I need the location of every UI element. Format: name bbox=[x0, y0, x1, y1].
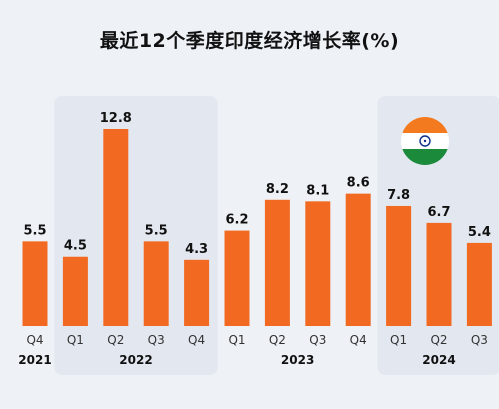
value-label-3: 5.5 bbox=[145, 223, 168, 238]
x-tick-label-4: Q4 bbox=[188, 333, 205, 347]
x-tick-label-11: Q3 bbox=[471, 333, 488, 347]
year-label-2023: 2023 bbox=[281, 353, 314, 367]
value-label-8: 8.6 bbox=[347, 176, 370, 191]
value-label-7: 8.1 bbox=[306, 183, 329, 198]
year-highlight-2022 bbox=[54, 96, 218, 375]
year-label-2022: 2022 bbox=[119, 353, 152, 367]
bar-4 bbox=[184, 259, 210, 326]
value-label-5: 6.2 bbox=[225, 213, 248, 228]
chart-title: 最近12个季度印度经济增长率(%) bbox=[99, 30, 400, 52]
x-tick-label-2: Q2 bbox=[107, 333, 124, 347]
value-label-0: 5.5 bbox=[23, 223, 46, 238]
x-tick-label-3: Q3 bbox=[148, 333, 165, 347]
bar-1 bbox=[62, 256, 88, 326]
value-label-4: 4.3 bbox=[185, 242, 208, 257]
bar-10 bbox=[426, 222, 452, 326]
x-tick-label-1: Q1 bbox=[67, 333, 84, 347]
bar-6 bbox=[264, 199, 290, 326]
value-label-1: 4.5 bbox=[64, 239, 87, 254]
bar-9 bbox=[386, 205, 412, 326]
bar-7 bbox=[305, 201, 331, 326]
bar-0 bbox=[22, 241, 48, 326]
year-label-2021: 2021 bbox=[18, 353, 51, 367]
value-label-9: 7.8 bbox=[387, 188, 410, 203]
india-flag-icon bbox=[401, 117, 449, 165]
x-tick-label-7: Q3 bbox=[309, 333, 326, 347]
bar-5 bbox=[224, 230, 250, 326]
x-tick-label-10: Q2 bbox=[430, 333, 447, 347]
x-tick-label-5: Q1 bbox=[228, 333, 245, 347]
year-label-2024: 2024 bbox=[422, 353, 455, 367]
value-label-6: 8.2 bbox=[266, 182, 289, 197]
value-label-11: 5.4 bbox=[468, 225, 491, 240]
x-tick-label-8: Q4 bbox=[350, 333, 367, 347]
x-tick-label-6: Q2 bbox=[269, 333, 286, 347]
bar-2 bbox=[103, 129, 129, 326]
bar-11 bbox=[466, 242, 492, 326]
x-tick-label-0: Q4 bbox=[26, 333, 43, 347]
x-tick-label-9: Q1 bbox=[390, 333, 407, 347]
value-label-10: 6.7 bbox=[427, 205, 450, 220]
value-label-2: 12.8 bbox=[100, 111, 132, 126]
bar-8 bbox=[345, 193, 371, 326]
bar-3 bbox=[143, 241, 169, 326]
